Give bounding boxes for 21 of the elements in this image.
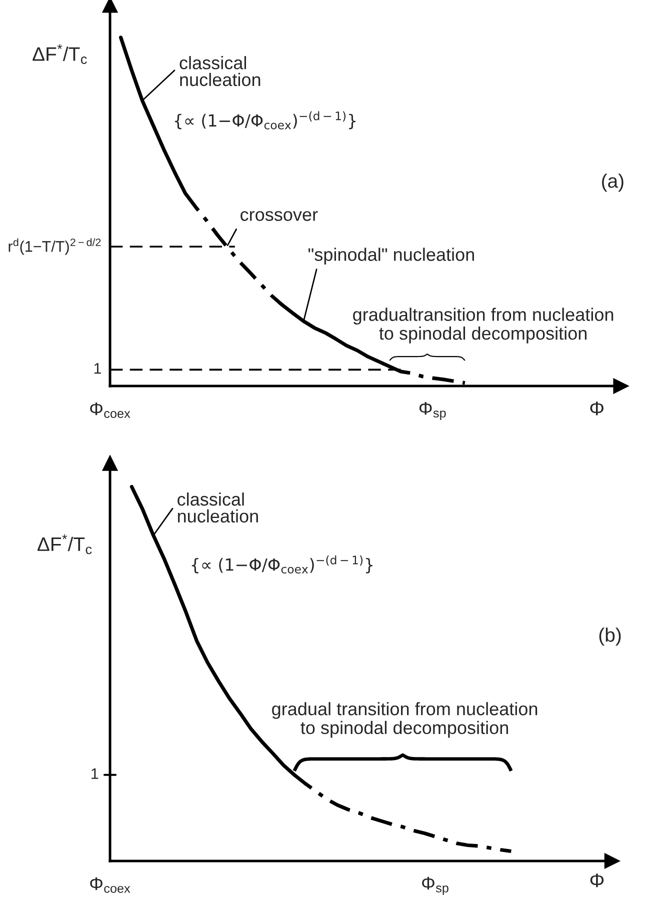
y-axis-title: ΔF$^{*}$/T$_{c}$ [38,534,92,554]
x-axis-title: Φ [590,402,604,416]
annotation: gradual transition from nucleation to spinodal decomposition [272,702,538,738]
x-tick-label: Φ$_{sp}$ [419,402,446,420]
annotation: {∝ (1−Φ/Φ$_{coex}$)$^{−(d−1)}$} [192,555,372,574]
text: (a) [602,174,624,192]
annotation: gradualtransition from nucleation to spinodal decomposition [353,308,614,344]
x-tick-label: Φ$_{coex}$ [90,402,130,418]
text: 1 [92,768,98,779]
annotation: classical nucleation [178,492,258,523]
text: r$^{d}$(1−T/T)$^{2−d/2}$ [8,238,101,255]
annotation: "spinodal" nucleation [308,248,474,265]
y-axis-title: ΔF$^{*}$/T$_{c}$ [32,44,87,64]
text: (b) [599,628,621,646]
text: 1 [94,363,101,374]
x-tick-label: Φ$_{coex}$ [90,877,130,893]
x-axis-title: Φ [590,874,604,888]
annotation: crossover [240,211,318,221]
annotation: {∝ (1−Φ/Φ$_{coex}$)$^{−(d−1)}$} [174,111,356,130]
x-tick-label: Φ$_{sp}$ [422,876,448,895]
annotation: classical nucleation [180,56,260,86]
